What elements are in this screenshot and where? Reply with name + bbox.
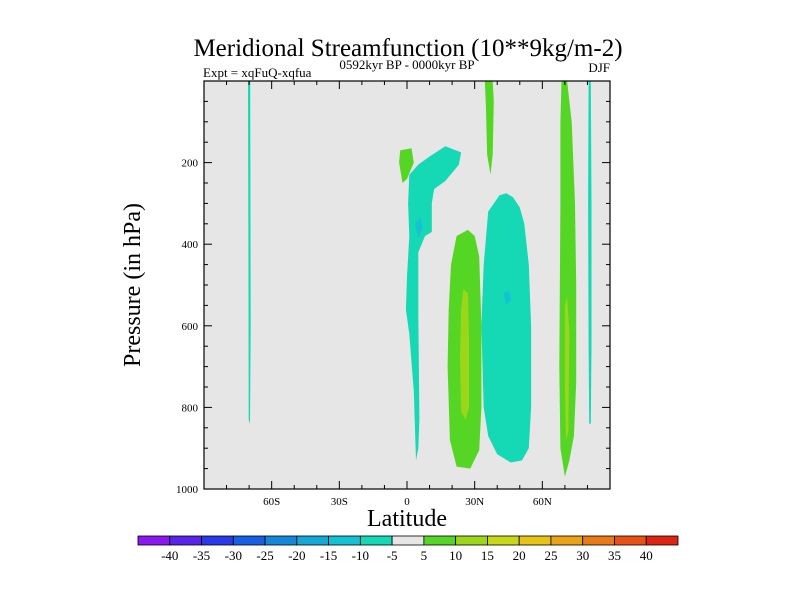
colorbar-label: -30 (225, 548, 242, 563)
colorbar-swatch (232, 535, 266, 546)
x-tick-label: 60S (263, 496, 280, 508)
colorbar-label: 20 (513, 548, 526, 563)
colorbar-swatch (487, 535, 520, 546)
colorbar-swatch (296, 535, 329, 546)
colorbar-swatch (201, 535, 234, 546)
colorbar-label: 35 (608, 548, 621, 563)
y-tick-label: 800 (182, 402, 199, 414)
contour-regions (248, 81, 592, 477)
y-tick-label: 1000 (176, 484, 199, 496)
colorbar-swatch (391, 535, 425, 546)
colorbar-swatch (359, 535, 393, 546)
colorbar-swatch (169, 535, 202, 546)
region-negative-cell-80n (588, 81, 592, 424)
plot-area (203, 80, 611, 490)
colorbar: -40 -35 -30 -25 -20 -15 -10 -5 5 10 15 20 25 30 35 40 (137, 535, 679, 563)
region-negative-cell-40n (481, 193, 532, 463)
colorbar-swatch (550, 535, 584, 546)
region-positive-cell-70n (559, 81, 577, 477)
x-tick-label: 60N (533, 496, 552, 508)
colorbar-label: 10 (449, 548, 462, 563)
x-axis-ticks: 60S 30S 0 30N 60N (203, 81, 611, 508)
colorbar-label: -25 (256, 548, 273, 563)
region-negative-cell-40n-core (504, 291, 511, 306)
colorbar-label: -15 (320, 548, 337, 563)
colorbar-label: 40 (640, 548, 653, 563)
region-positive-cell-70n-core (564, 297, 570, 440)
y-axis-ticks: 200 400 600 800 1000 (176, 80, 610, 496)
region-negative-cell-60s (248, 81, 251, 424)
colorbar-label: 30 (576, 548, 589, 563)
colorbar-swatch (455, 535, 488, 546)
period-label: 0592kyr BP - 0000kyr BP (339, 57, 474, 72)
colorbar-label: -35 (193, 548, 210, 563)
colorbar-swatch (582, 535, 615, 546)
colorbar-label: -40 (161, 548, 178, 563)
experiment-label: Expt = xqFuQ-xqfua (203, 65, 312, 80)
x-axis-label: Latitude (367, 506, 447, 532)
y-axis-label: Pressure (in hPa) (120, 203, 146, 367)
y-tick-label: 600 (182, 321, 199, 333)
y-tick-label: 400 (182, 239, 199, 251)
colorbar-label: 25 (544, 548, 557, 563)
region-positive-cell-35n-upper (484, 81, 494, 175)
x-tick-label: 30S (331, 496, 348, 508)
colorbar-label: -20 (288, 548, 305, 563)
region-positive-cell-20n-core (460, 289, 469, 420)
colorbar-swatch (264, 535, 298, 546)
colorbar-label: -5 (387, 548, 398, 563)
season-label: DJF (588, 60, 610, 75)
x-tick-label: 30N (465, 496, 484, 508)
colorbar-label: 15 (481, 548, 494, 563)
x-tick-label: 0 (404, 496, 410, 508)
region-positive-cell-eq-upper (399, 148, 414, 183)
colorbar-swatch (137, 535, 171, 546)
colorbar-swatch (645, 535, 679, 546)
y-tick-label: 200 (182, 158, 199, 170)
colorbar-swatch (614, 535, 647, 546)
colorbar-swatch (328, 535, 361, 546)
colorbar-label: -10 (352, 548, 369, 563)
region-negative-cell-eq-core (414, 217, 423, 239)
chart-title: Meridional Streamfunction (10**9kg/m-2) (193, 35, 622, 62)
colorbar-swatch (518, 535, 552, 546)
colorbar-label: 5 (421, 548, 428, 563)
colorbar-swatch (423, 535, 457, 546)
